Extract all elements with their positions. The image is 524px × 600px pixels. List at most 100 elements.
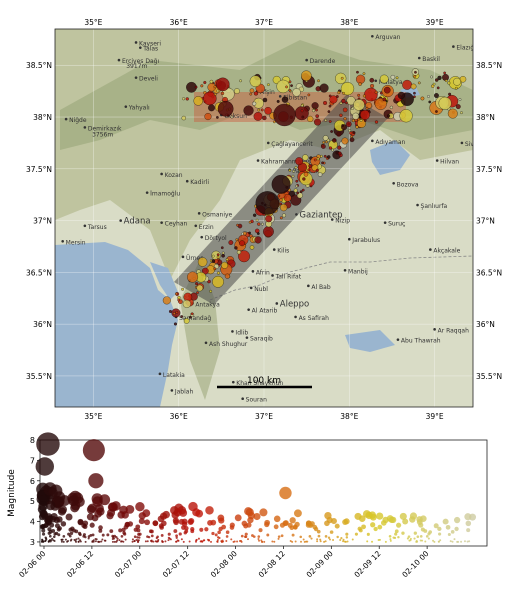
- event-point: [366, 532, 370, 536]
- event-point: [173, 529, 178, 534]
- event-point: [263, 540, 266, 543]
- place-label: Gaziantep: [299, 210, 342, 220]
- event-point: [89, 522, 95, 528]
- place-marker: [61, 240, 64, 243]
- event-point: [389, 538, 392, 541]
- event-point: [273, 515, 281, 523]
- epicenter: [252, 101, 257, 106]
- place-marker: [134, 41, 138, 44]
- place-marker: [307, 284, 310, 288]
- epicenter: [447, 81, 451, 85]
- epicenter: [249, 92, 253, 96]
- event-point: [111, 540, 114, 543]
- epicenter: [280, 203, 288, 212]
- place-marker: [185, 179, 189, 183]
- event-point: [336, 535, 339, 539]
- epicenter: [252, 213, 257, 217]
- place-marker: [145, 191, 149, 194]
- epicenter: [225, 258, 229, 261]
- event-point: [155, 536, 158, 540]
- event-point: [421, 539, 424, 542]
- event-point: [137, 540, 140, 543]
- map-graticule: [55, 29, 473, 407]
- event-point: [53, 535, 56, 539]
- place-label: Erciyes Dağı: [122, 58, 159, 65]
- epicenter: [343, 117, 347, 121]
- event-point: [199, 527, 204, 532]
- event-point: [150, 529, 154, 534]
- epicenter: [311, 102, 319, 110]
- event-point: [310, 537, 313, 540]
- place-label: Souran: [246, 397, 267, 404]
- place-marker: [433, 328, 436, 331]
- epicenter: [254, 236, 262, 244]
- event-point: [205, 506, 214, 515]
- x-tick-label: 02-09 00: [305, 549, 335, 579]
- event-point: [210, 540, 213, 543]
- event-point: [92, 539, 95, 542]
- epicenter: [358, 82, 362, 86]
- event-point: [131, 538, 134, 541]
- event-point: [289, 517, 296, 524]
- place-marker: [452, 45, 455, 48]
- event-point: [233, 540, 236, 543]
- epicenter: [357, 118, 366, 128]
- epicenter: [216, 77, 230, 92]
- event-point: [371, 540, 374, 543]
- event-point: [229, 525, 235, 530]
- lat-tick-right: 36°N: [476, 320, 495, 329]
- event-point: [357, 526, 362, 531]
- epicenter: [285, 85, 288, 89]
- x-tick-label: 02-06 00: [17, 549, 47, 579]
- epicenter: [243, 105, 254, 116]
- lat-tick-left: 37.5°N: [26, 165, 52, 174]
- event-point: [84, 540, 87, 543]
- event-point: [409, 537, 412, 540]
- event-point: [302, 538, 305, 541]
- place-marker: [231, 330, 234, 333]
- event-point: [53, 532, 57, 536]
- event-point: [427, 537, 430, 540]
- epicenter: [262, 115, 267, 121]
- event-point: [60, 521, 67, 527]
- event-point: [118, 539, 121, 542]
- epicenter: [271, 174, 291, 194]
- event-point: [277, 535, 281, 538]
- place-label: Elazığ: [456, 45, 474, 52]
- place-marker: [139, 46, 142, 49]
- epicenter: [301, 70, 312, 81]
- epicenter: [301, 115, 305, 119]
- epicenter: [319, 83, 329, 93]
- epicenter: [217, 100, 234, 117]
- epicenter: [379, 74, 389, 84]
- event-point: [453, 516, 461, 524]
- epicenter: [283, 194, 292, 202]
- event-point: [346, 540, 349, 543]
- epicenter: [417, 81, 421, 85]
- event-point: [124, 538, 127, 541]
- event-point: [394, 529, 399, 534]
- epicenter: [162, 296, 171, 305]
- event-point: [91, 493, 103, 505]
- epicenter: [307, 93, 311, 97]
- place-label: Adıyaman: [375, 139, 405, 146]
- place-label: Kayseri: [139, 40, 161, 47]
- event-point: [82, 533, 86, 537]
- event-point: [207, 520, 213, 526]
- event-point: [137, 532, 141, 536]
- event-point: [329, 530, 334, 534]
- lat-tick-right: 38.5°N: [476, 61, 502, 70]
- event-point: [406, 537, 409, 540]
- event-point: [75, 540, 78, 543]
- event-point: [324, 511, 332, 520]
- event-point: [94, 540, 97, 543]
- lat-tick-right: 38°N: [476, 113, 495, 122]
- event-point: [225, 539, 228, 542]
- epicenter: [339, 101, 343, 105]
- place-marker: [295, 213, 298, 216]
- place-label: Kozan: [165, 172, 183, 179]
- event-point: [291, 533, 295, 537]
- x-tick-label: 02-08 12: [257, 549, 287, 579]
- event-point: [111, 501, 121, 511]
- lat-tick-left: 38°N: [33, 113, 52, 122]
